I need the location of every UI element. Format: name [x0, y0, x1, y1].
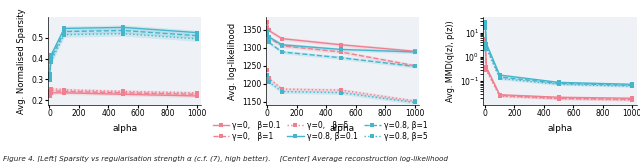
X-axis label: alpha: alpha	[112, 124, 137, 133]
Y-axis label: Avg. Normalised Sparsity: Avg. Normalised Sparsity	[17, 8, 26, 114]
Y-axis label: Avg. MMD(q(z), p(z)): Avg. MMD(q(z), p(z))	[445, 20, 454, 102]
Y-axis label: Avg. log-likelihood: Avg. log-likelihood	[228, 23, 237, 100]
X-axis label: alpha: alpha	[548, 124, 573, 133]
Text: Figure 4. [Left] Sparsity vs regularisation strength α (c.f. (7), high better). : Figure 4. [Left] Sparsity vs regularisat…	[3, 155, 448, 162]
Legend: γ=0,   β=0.1, γ=0,   β=1, γ=0,   β=5, γ=0.8, β=0.1, γ=0.8, β=1, γ=0.8, β=5: γ=0, β=0.1, γ=0, β=1, γ=0, β=5, γ=0.8, β…	[209, 118, 431, 144]
X-axis label: alpha: alpha	[330, 124, 355, 133]
